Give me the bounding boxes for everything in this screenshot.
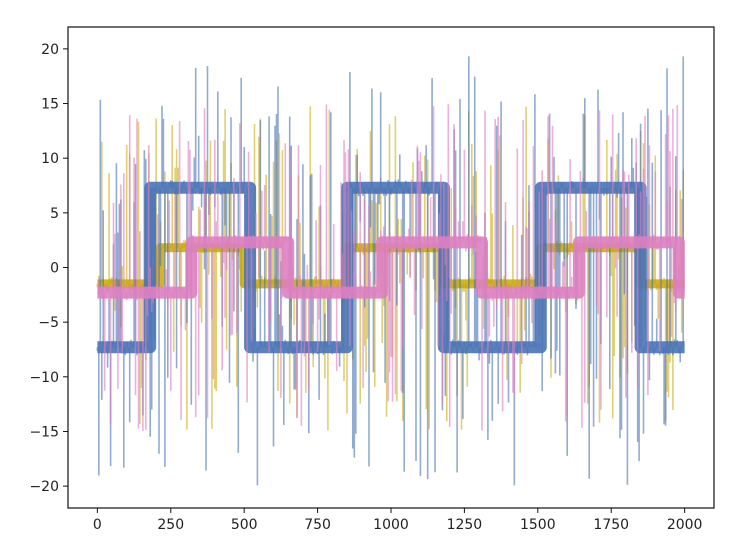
y-axis: −20 −15 −10 −5 0 5 10 15 20 <box>29 42 68 495</box>
y-tick-label: 20 <box>41 42 59 58</box>
y-tick-label: −5 <box>38 315 59 331</box>
y-tick-label: 0 <box>50 261 59 277</box>
y-tick-label: 15 <box>41 97 59 113</box>
y-tick-label: −20 <box>29 479 59 495</box>
x-axis: 0 250 500 750 1000 1250 1500 1750 2000 <box>93 508 703 533</box>
plot-area <box>96 56 685 486</box>
x-tick-label: 1000 <box>373 517 409 533</box>
y-tick-label: 10 <box>41 151 59 167</box>
y-tick-label: 5 <box>50 206 59 222</box>
y-tick-label: −15 <box>29 424 59 440</box>
x-tick-label: 1500 <box>520 517 556 533</box>
series-2 <box>96 104 685 431</box>
x-tick-label: 2000 <box>667 517 703 533</box>
y-tick-label: −10 <box>29 370 59 386</box>
step-line <box>97 236 685 299</box>
x-tick-label: 750 <box>304 517 331 533</box>
x-tick-label: 1750 <box>593 517 629 533</box>
x-tick-label: 250 <box>157 517 184 533</box>
x-tick-label: 500 <box>231 517 258 533</box>
x-tick-label: 1250 <box>447 517 483 533</box>
x-tick-label: 0 <box>93 517 102 533</box>
